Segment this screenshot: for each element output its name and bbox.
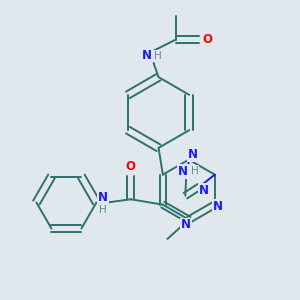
Text: H: H xyxy=(99,205,107,215)
Text: N: N xyxy=(178,165,188,178)
Text: O: O xyxy=(203,33,213,46)
Text: O: O xyxy=(126,160,136,172)
Text: N: N xyxy=(98,190,108,204)
Text: N: N xyxy=(213,200,223,213)
Text: N: N xyxy=(142,49,152,62)
Text: H: H xyxy=(154,51,161,61)
Text: N: N xyxy=(188,148,198,161)
Text: N: N xyxy=(199,184,209,197)
Text: N: N xyxy=(181,218,190,232)
Text: H: H xyxy=(191,166,199,176)
